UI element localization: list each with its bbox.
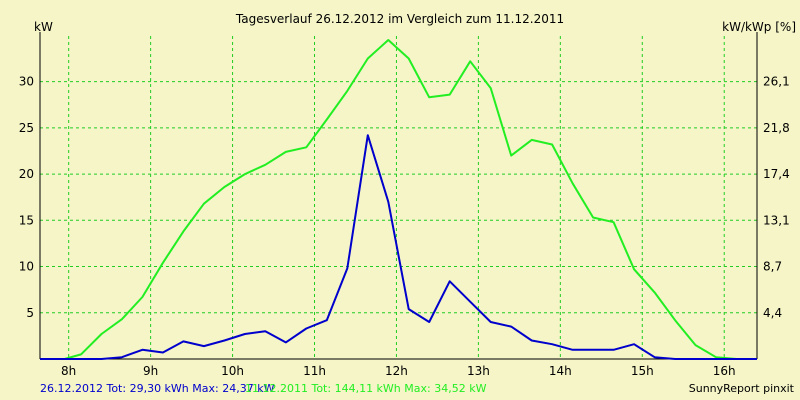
y2-tick-label: 8,7 bbox=[763, 260, 782, 274]
x-tick-label: 13h bbox=[467, 364, 490, 378]
tick-labels: 8h 9h 10h 11h 12h 13h 14h 15h 16h 5 10 15 20 25 30 4,4 8… bbox=[19, 75, 790, 378]
series-line-26-12-2012 bbox=[40, 134, 757, 360]
y2-tick-label: 26,1 bbox=[763, 75, 790, 89]
y2-tick-label: 17,4 bbox=[763, 167, 790, 181]
y-tick-label: 10 bbox=[19, 260, 34, 274]
y2-tick-label: 13,1 bbox=[763, 213, 790, 227]
x-tick-label: 8h bbox=[61, 364, 76, 378]
y-tick-label: 15 bbox=[19, 213, 34, 227]
x-tick-label: 12h bbox=[385, 364, 408, 378]
y2-tick-label: 4,4 bbox=[763, 306, 782, 320]
y-tick-label: 20 bbox=[19, 167, 34, 181]
x-tick-label: 15h bbox=[631, 364, 654, 378]
axes bbox=[39, 32, 758, 360]
x-tick-label: 14h bbox=[549, 364, 572, 378]
y-tick-label: 5 bbox=[26, 306, 34, 320]
y-tick-label: 25 bbox=[19, 121, 34, 135]
x-tick-label: 9h bbox=[143, 364, 158, 378]
grid bbox=[40, 36, 757, 359]
x-tick-label: 11h bbox=[303, 364, 326, 378]
legend-series-2011: 11.12.2011 Tot: 144,11 kWh Max: 34,52 kW bbox=[245, 382, 487, 395]
chart-title: Tagesverlauf 26.12.2012 im Vergleich zum… bbox=[235, 12, 565, 26]
x-tick-label: 16h bbox=[713, 364, 736, 378]
y-axis-label: kW bbox=[34, 20, 53, 34]
credit-label: SunnyReport pinxit bbox=[688, 382, 794, 395]
y2-tick-label: 21,8 bbox=[763, 121, 790, 135]
series-lines bbox=[40, 39, 757, 360]
legend-series-2012: 26.12.2012 Tot: 29,30 kWh Max: 24,37 kW bbox=[40, 382, 275, 395]
x-tick-label: 10h bbox=[221, 364, 244, 378]
y-tick-label: 30 bbox=[19, 75, 34, 89]
y2-axis-label: kW/kWp [%] bbox=[722, 20, 796, 34]
series-line-11-12-2011 bbox=[40, 39, 757, 360]
